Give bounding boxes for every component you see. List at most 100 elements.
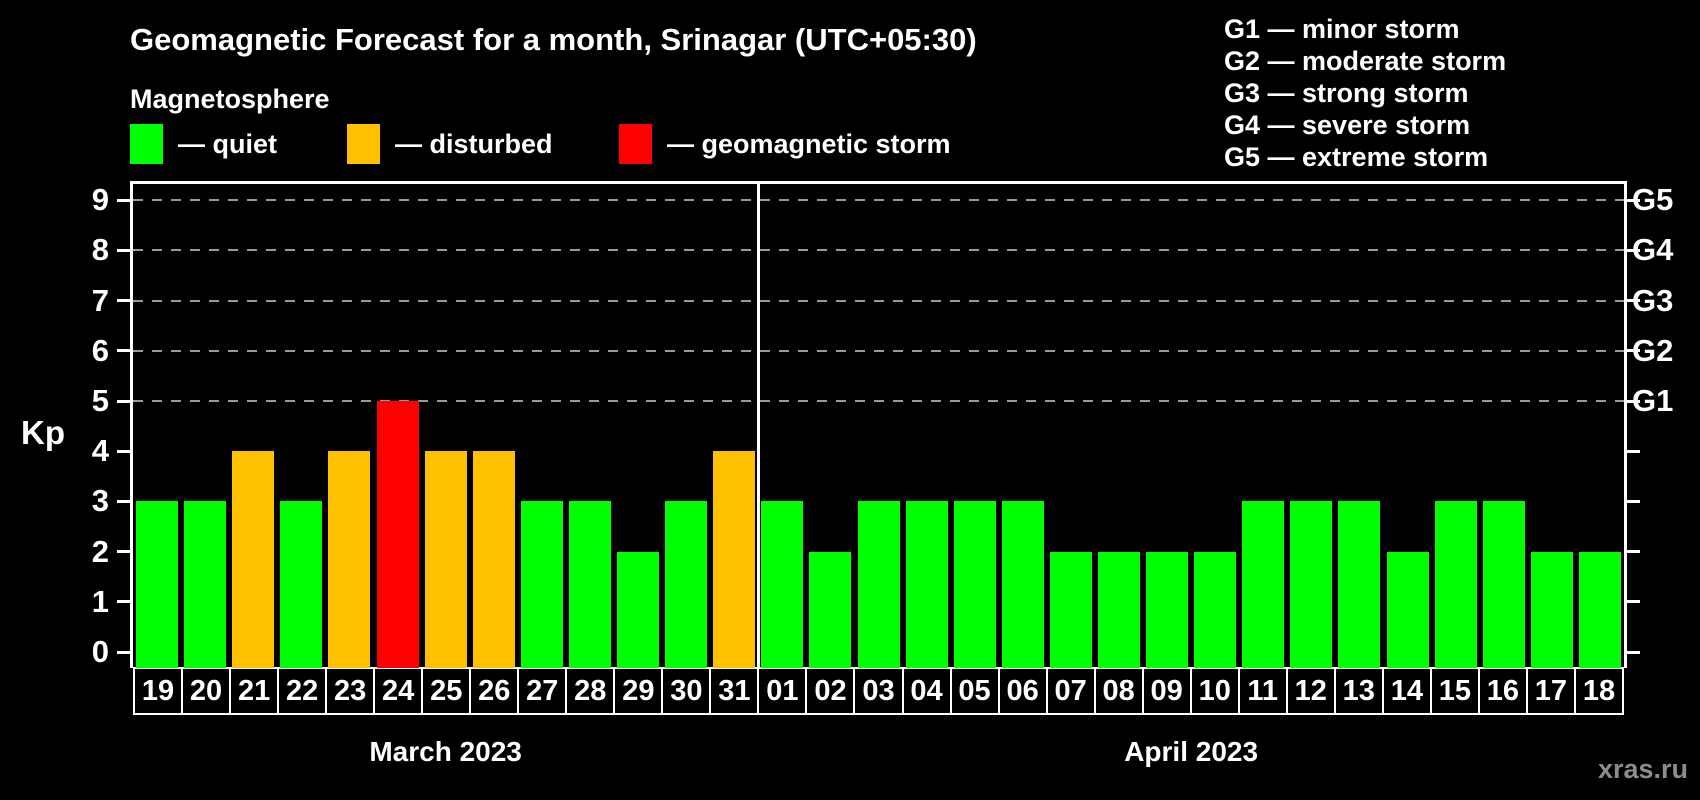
bar-day-15	[1434, 501, 1477, 668]
month-label-0: March 2023	[369, 736, 522, 767]
left-tick-3	[117, 499, 130, 503]
page-title: Geomagnetic Forecast for a month, Srinag…	[130, 22, 977, 57]
bar-day-30	[665, 501, 708, 668]
left-tick-6	[117, 349, 130, 353]
plot-area: Kp 0 1 2 3 4 5 6 7 8 9 G1 G2 G3 G4 G5	[21, 181, 1673, 669]
left-tick-5	[117, 399, 130, 403]
y-tick-label-6: 6	[91, 332, 109, 368]
left-tick-1	[117, 600, 130, 604]
right-tick-4	[1627, 449, 1640, 453]
day-label-21: 21	[229, 667, 280, 715]
month-divider	[756, 184, 760, 668]
legend-quiet-label: — quiet	[178, 128, 277, 159]
bar-day-10	[1194, 551, 1237, 668]
day-label-08: 08	[1093, 667, 1144, 715]
gridline-kp7	[133, 299, 1624, 302]
day-label-29: 29	[613, 667, 664, 715]
left-tick-7	[117, 299, 130, 303]
bar-day-25	[424, 451, 467, 668]
gridline-kp6	[133, 349, 1624, 352]
bar-day-17	[1530, 551, 1573, 668]
bar-day-16	[1482, 501, 1525, 668]
left-tick-0	[117, 650, 130, 654]
day-label-22: 22	[277, 667, 328, 715]
right-tick-6	[1627, 349, 1640, 353]
disturbed-swatch-icon	[347, 124, 380, 164]
bar-day-18	[1578, 551, 1621, 668]
day-label-27: 27	[517, 667, 568, 715]
g3-legend-line: G3 — strong storm	[1224, 78, 1469, 108]
day-label-05: 05	[949, 667, 1000, 715]
gridline-kp9	[133, 199, 1624, 202]
y-tick-label-4: 4	[91, 433, 109, 469]
right-tick-2	[1627, 550, 1640, 554]
bar-day-07	[1049, 551, 1092, 668]
y-tick-label-2: 2	[91, 533, 109, 569]
g4-legend-line: G4 — severe storm	[1224, 110, 1471, 140]
right-tick-9	[1627, 198, 1640, 202]
bar-day-26	[472, 451, 515, 668]
day-label-02: 02	[805, 667, 856, 715]
watermark: xras.ru	[1597, 754, 1688, 784]
day-label-07: 07	[1045, 667, 1096, 715]
day-label-10: 10	[1189, 667, 1240, 715]
day-label-09: 09	[1141, 667, 1192, 715]
y-tick-label-9: 9	[91, 182, 109, 218]
right-tick-0	[1627, 650, 1640, 654]
day-label-06: 06	[997, 667, 1048, 715]
day-label-20: 20	[181, 667, 232, 715]
right-tick-3	[1627, 499, 1640, 503]
day-label-23: 23	[325, 667, 376, 715]
day-label-12: 12	[1285, 667, 1336, 715]
right-tick-1	[1627, 600, 1640, 604]
g-axis-label-G1: G1	[1632, 383, 1674, 418]
day-label-04: 04	[901, 667, 952, 715]
gridline-kp5	[133, 400, 1624, 402]
bar-day-08	[1097, 551, 1140, 668]
day-label-18: 18	[1573, 667, 1624, 715]
bar-day-05	[953, 501, 996, 668]
day-label-28: 28	[565, 667, 616, 715]
day-label-01: 01	[757, 667, 808, 715]
bar-day-14	[1386, 551, 1429, 668]
day-label-16: 16	[1477, 667, 1528, 715]
day-label-31: 31	[709, 667, 760, 715]
y-tick-label-5: 5	[91, 383, 109, 418]
left-tick-8	[117, 248, 130, 252]
bar-day-06	[1001, 501, 1044, 668]
bar-day-28	[568, 501, 611, 668]
right-tick-7	[1627, 299, 1640, 303]
bar-day-24	[376, 401, 419, 668]
bar-day-04	[905, 501, 948, 668]
y-tick-label-8: 8	[91, 232, 109, 268]
day-label-03: 03	[853, 667, 904, 715]
day-label-25: 25	[421, 667, 472, 715]
day-label-14: 14	[1381, 667, 1432, 715]
g-axis-label-G5: G5	[1632, 182, 1674, 218]
bar-day-19	[136, 501, 179, 668]
bar-day-22	[280, 501, 323, 668]
quiet-swatch-icon	[130, 124, 163, 164]
legend-item-storm: — geomagnetic storm	[619, 123, 951, 165]
bar-day-31	[713, 451, 756, 668]
bar-day-29	[617, 551, 660, 668]
day-label-13: 13	[1333, 667, 1384, 715]
y-tick-label-0: 0	[91, 634, 109, 669]
storm-swatch-icon	[619, 124, 652, 164]
y-tick-label-1: 1	[91, 583, 109, 619]
legend-item-disturbed: — disturbed	[347, 123, 553, 165]
bar-day-11	[1242, 501, 1285, 668]
g1-legend-line: G1 — minor storm	[1224, 14, 1460, 44]
day-label-17: 17	[1525, 667, 1576, 715]
g-axis-label-G4: G4	[1632, 232, 1674, 268]
bar-day-13	[1338, 501, 1381, 668]
day-label-30: 30	[661, 667, 712, 715]
day-label-19: 19	[133, 667, 184, 715]
legend-disturbed-label: — disturbed	[395, 128, 553, 159]
bar-day-09	[1146, 551, 1189, 668]
bar-day-12	[1290, 501, 1333, 668]
day-label-24: 24	[373, 667, 424, 715]
g-axis-label-G2: G2	[1632, 332, 1674, 368]
bar-day-03	[857, 501, 900, 668]
gridline-kp8	[133, 249, 1624, 252]
